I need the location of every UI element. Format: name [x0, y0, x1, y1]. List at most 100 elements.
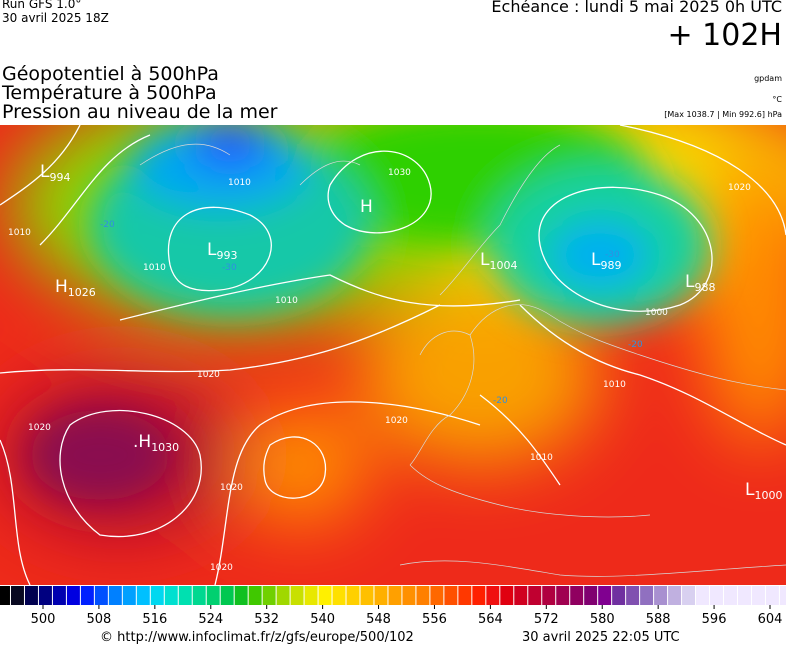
- temperature-label: -20: [628, 340, 643, 350]
- colorbar-swatch: [10, 586, 24, 605]
- center-letter: L: [685, 272, 695, 292]
- center-letter: L: [40, 162, 50, 182]
- colorbar-swatch: [668, 586, 682, 605]
- isobar-label: 1020: [28, 423, 51, 433]
- colorbar-swatch: [136, 586, 150, 605]
- center-value: 1000: [754, 489, 782, 502]
- colorbar-swatch: [556, 586, 570, 605]
- colorbar-tick-label: 604: [758, 612, 783, 625]
- colorbar-swatch: [178, 586, 192, 605]
- colorbar-swatch: [416, 586, 430, 605]
- center-letter: L: [207, 240, 217, 260]
- colorbar-swatch: [0, 586, 10, 605]
- colorbar-swatch: [696, 586, 710, 605]
- colorbar-tick-label: 540: [310, 612, 335, 625]
- colorbar-swatch: [598, 586, 612, 605]
- colorbar-tick-label: 556: [422, 612, 447, 625]
- pressure-center: L994: [40, 162, 70, 184]
- colorbar-swatch: [654, 586, 668, 605]
- center-letter: L: [480, 250, 490, 270]
- colorbar-tick-label: 508: [87, 612, 112, 625]
- colorbar-swatch: [779, 586, 786, 605]
- field: Géopotentiel à 500hPa: [2, 63, 219, 85]
- colorbar-swatch: [682, 586, 696, 605]
- colorbar-swatch: [276, 586, 290, 605]
- pressure-center: H1026: [55, 277, 96, 299]
- center-value: 1030: [151, 441, 179, 454]
- colorbar-swatch: [108, 586, 122, 605]
- colorbar-swatch: [626, 586, 640, 605]
- isobar-label: 1020: [385, 416, 408, 426]
- pressure-center: L1000: [745, 480, 782, 502]
- isobar-label: 1010: [228, 178, 251, 188]
- colorbar-swatch: [472, 586, 486, 605]
- colorbar-swatch: [570, 586, 584, 605]
- isobar-label: 1020: [220, 483, 243, 493]
- temperature-label: -20: [493, 396, 508, 406]
- colorbar-swatch: [710, 586, 723, 605]
- isobar-label: 1020: [728, 183, 751, 193]
- center-letter: .H: [133, 432, 151, 452]
- isobar-label: 1020: [197, 370, 220, 380]
- colorbar-tick-label: 532: [254, 612, 279, 625]
- colorbar-swatch: [24, 586, 38, 605]
- colorbar-swatch: [52, 586, 66, 605]
- pressure-center: H: [360, 197, 373, 217]
- colorbar-swatch: [430, 586, 444, 605]
- colorbar-swatch: [374, 586, 388, 605]
- isobar-label: 1030: [388, 168, 411, 178]
- center-value: 989: [600, 259, 621, 272]
- colorbar-swatch: [234, 586, 248, 605]
- colorbar-swatch: [388, 586, 402, 605]
- center-value: 993: [216, 249, 237, 262]
- center-value: 988: [694, 281, 715, 294]
- colorbar-swatch: [220, 586, 234, 605]
- isobar-label: 1010: [143, 263, 166, 273]
- colorbar-tick-label: 524: [198, 612, 223, 625]
- field: Pression au niveau de la mer: [2, 101, 278, 123]
- isobar-label: 1010: [8, 228, 31, 238]
- colorbar-swatch: [612, 586, 626, 605]
- center-letter: L: [591, 250, 601, 270]
- pressure-center: L993: [207, 240, 237, 262]
- colorbar-tick-label: 516: [142, 612, 167, 625]
- pressure-center: L989: [591, 250, 621, 272]
- colorbar-swatch: [80, 586, 94, 605]
- unit: °C: [772, 95, 782, 104]
- isobars: [0, 125, 786, 585]
- colorbar-swatch: [751, 586, 765, 605]
- field: Température à 500hPa: [2, 82, 217, 104]
- colorbar-swatch: [346, 586, 360, 605]
- colorbar-tick-label: 548: [366, 612, 391, 625]
- temperature-label: -30: [222, 263, 237, 273]
- center-letter: H: [360, 197, 373, 217]
- colorbar-swatch: [584, 586, 598, 605]
- colorbar-swatch: [458, 586, 472, 605]
- colorbar-swatch: [94, 586, 108, 605]
- colorbar-tick-label: 580: [590, 612, 615, 625]
- colorbar-swatch: [262, 586, 276, 605]
- center-value: 1026: [68, 286, 96, 299]
- colorbar-swatch: [765, 586, 779, 605]
- colorbar-swatch: [248, 586, 262, 605]
- isobar-label: 1020: [210, 563, 233, 573]
- lead-time: + 102H: [667, 18, 783, 53]
- colorbar-swatch: [500, 586, 514, 605]
- colorbar-swatch: [164, 586, 178, 605]
- colorbar-tick-label: 572: [534, 612, 559, 625]
- colorbar-swatch: [360, 586, 374, 605]
- colorbar-swatch: [206, 586, 220, 605]
- colorbar-swatch: [724, 586, 737, 605]
- pressure-center: .H1030: [133, 432, 179, 454]
- colorbar-swatch: [514, 586, 528, 605]
- run: Run GFS 1.0°: [2, 0, 82, 11]
- center-letter: L: [745, 480, 755, 500]
- center-value: 994: [49, 171, 70, 184]
- isobar-label: 1000: [645, 308, 668, 318]
- colorbar-swatch: [122, 586, 136, 605]
- pressure-center: L1004: [480, 250, 517, 272]
- colorbar: 500 508 516 524 532 540 548 556 564 572 580 588 596 6…: [0, 586, 786, 625]
- center-letter: H: [55, 277, 68, 297]
